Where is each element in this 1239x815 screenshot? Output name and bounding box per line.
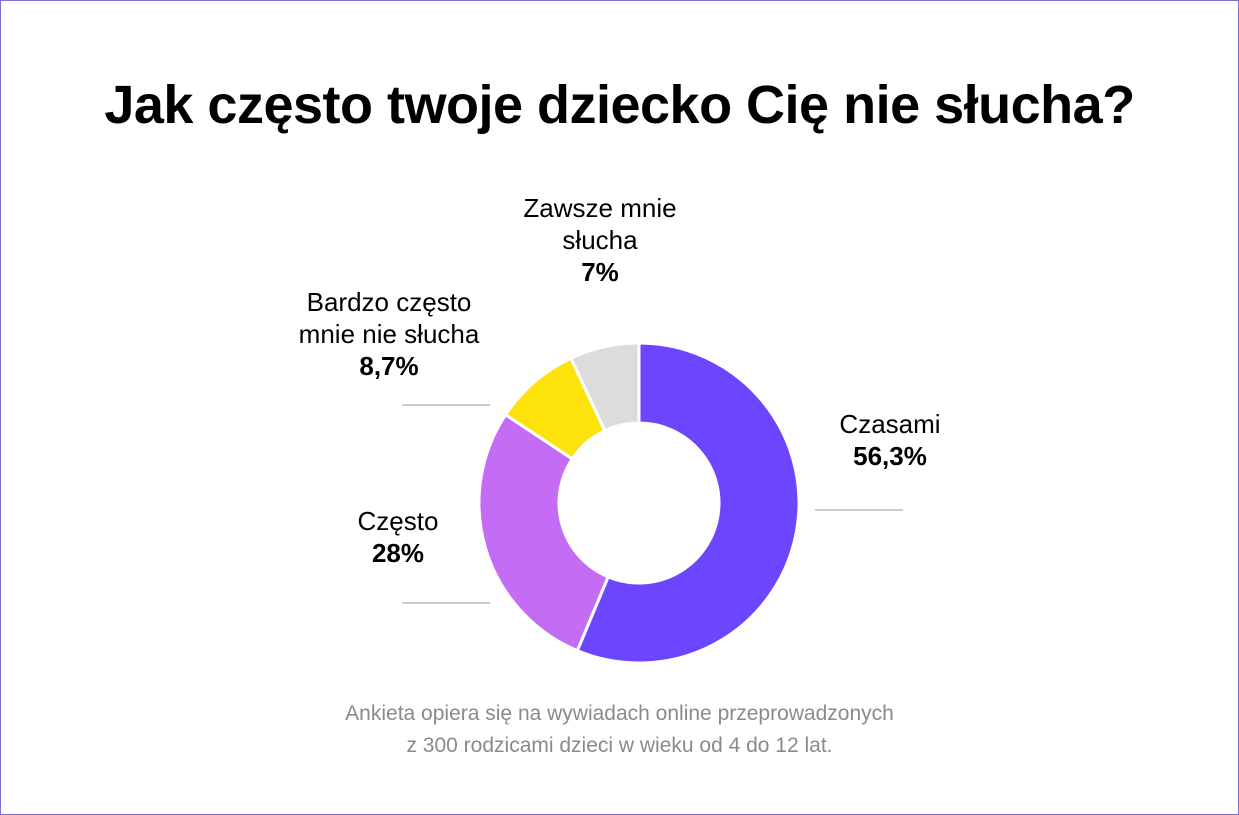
slice-name: mnie nie słucha xyxy=(298,319,480,349)
slice-label-bardzo-czesto: Bardzo często mnie nie słucha 8,7% xyxy=(270,286,508,382)
slice-label-czesto: Często 28% xyxy=(298,505,498,569)
slice-label-zawsze: Zawsze mnie słucha 7% xyxy=(480,192,720,288)
slice-label-czasami: Czasami 56,3% xyxy=(790,408,990,472)
footnote: Ankieta opiera się na wywiadach online p… xyxy=(0,698,1239,762)
donut-slice-3 xyxy=(568,341,641,433)
slice-value: 56,3% xyxy=(853,441,927,471)
donut-slice-0 xyxy=(575,341,801,665)
slice-name: Bardzo często xyxy=(306,287,472,317)
slice-name: Czasami xyxy=(839,409,941,439)
slice-value: 7% xyxy=(581,257,619,287)
slice-name: Często xyxy=(357,506,439,536)
chart-title: Jak często twoje dziecko Cię nie słucha? xyxy=(104,75,1135,135)
footnote-line: z 300 rodzicami dzieci w wieku od 4 do 1… xyxy=(406,734,833,757)
slice-name: słucha xyxy=(562,225,638,255)
slice-value: 8,7% xyxy=(359,351,419,381)
slice-name: Zawsze mnie xyxy=(523,193,677,223)
slice-value: 28% xyxy=(371,538,425,568)
donut-slice-1 xyxy=(477,412,611,653)
footnote-line: Ankieta opiera się na wywiadach online p… xyxy=(345,702,894,725)
